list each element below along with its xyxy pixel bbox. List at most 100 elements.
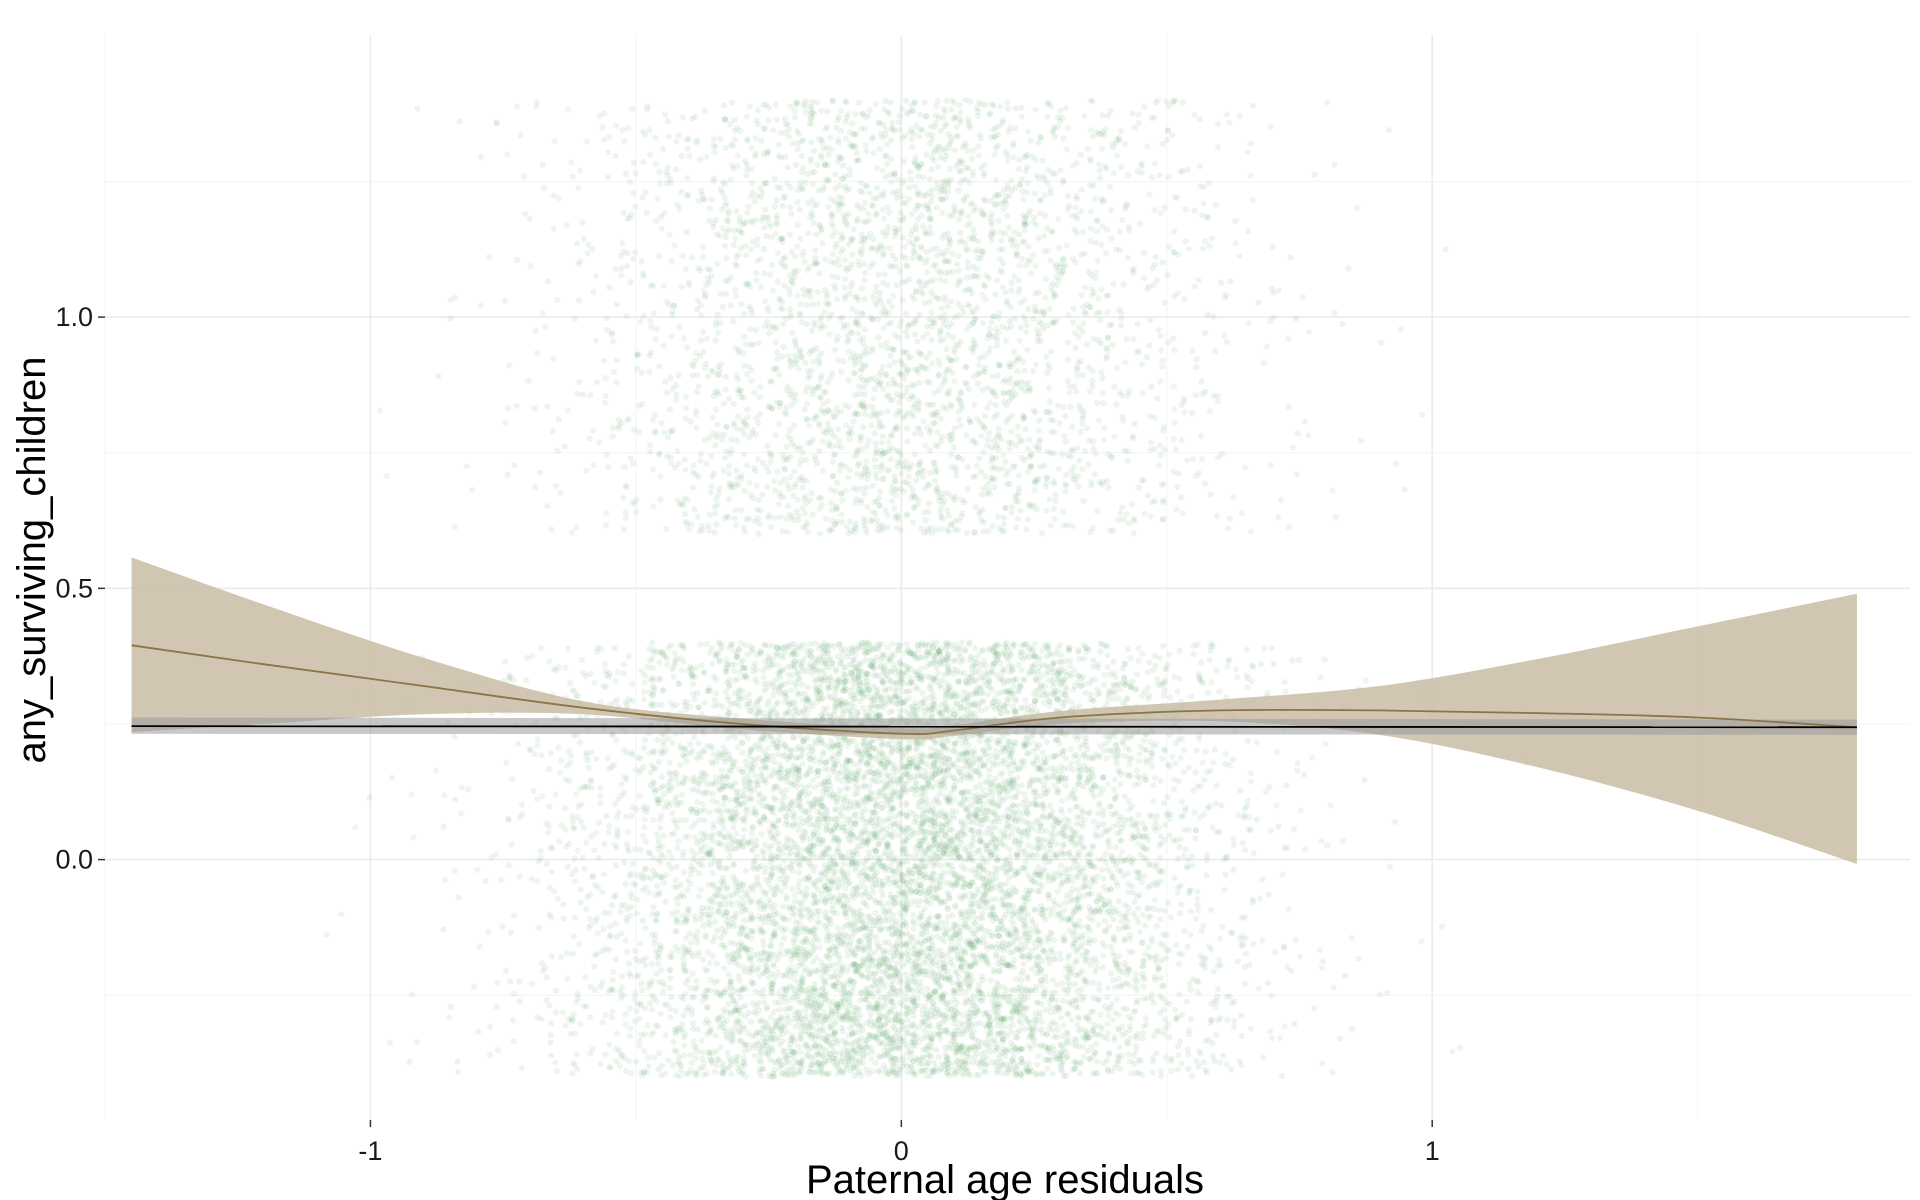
- data-point: [622, 937, 629, 944]
- data-point: [1026, 1024, 1033, 1031]
- data-point: [1268, 645, 1276, 652]
- data-point: [1068, 1016, 1075, 1024]
- data-point: [644, 1022, 651, 1029]
- data-point: [577, 739, 584, 746]
- data-point: [1145, 914, 1152, 922]
- data-point: [927, 914, 934, 921]
- data-point: [499, 923, 506, 930]
- data-point: [883, 865, 890, 872]
- data-point: [575, 803, 582, 810]
- data-point: [1010, 683, 1017, 690]
- data-point: [693, 755, 700, 762]
- data-point: [577, 1020, 584, 1027]
- data-point: [1074, 672, 1081, 679]
- data-point: [921, 887, 929, 894]
- data-point: [883, 771, 891, 779]
- data-point: [539, 793, 546, 800]
- data-point: [1327, 802, 1334, 809]
- data-point: [1206, 656, 1213, 663]
- data-point: [963, 996, 970, 1003]
- data-point: [781, 680, 788, 688]
- data-point: [1055, 1026, 1062, 1034]
- data-point: [806, 1024, 813, 1031]
- data-point: [1077, 992, 1084, 999]
- data-point: [828, 1007, 835, 1015]
- data-point: [662, 1032, 669, 1039]
- data-point: [852, 918, 859, 926]
- data-point: [1093, 898, 1100, 905]
- data-point: [1179, 951, 1186, 958]
- data-point: [825, 1054, 832, 1061]
- data-point: [1319, 958, 1327, 965]
- data-point: [1265, 891, 1272, 898]
- data-point: [741, 818, 748, 825]
- data-point: [782, 812, 790, 820]
- data-point: [965, 924, 972, 931]
- data-point: [607, 1064, 614, 1071]
- data-point: [903, 799, 910, 806]
- data-point: [642, 962, 649, 969]
- data-point: [1041, 806, 1048, 813]
- data-point: [620, 661, 627, 668]
- data-point: [744, 651, 751, 658]
- data-point: [573, 791, 580, 798]
- data-point: [1122, 682, 1129, 689]
- data-point: [606, 1041, 613, 1048]
- data-point: [989, 818, 996, 826]
- data-point: [791, 640, 798, 648]
- data-point: [967, 940, 974, 947]
- data-point: [1176, 950, 1183, 957]
- data-point: [1062, 899, 1069, 906]
- data-point: [567, 1030, 574, 1037]
- data-point: [1095, 821, 1103, 828]
- data-point: [1317, 674, 1324, 681]
- data-point: [507, 978, 514, 985]
- data-point: [701, 789, 708, 796]
- data-point: [1231, 1018, 1238, 1025]
- data-point: [1247, 778, 1254, 785]
- data-point: [730, 862, 737, 869]
- data-point: [951, 1007, 959, 1015]
- data-point: [632, 845, 639, 852]
- data-point: [733, 653, 740, 660]
- data-point: [697, 641, 704, 648]
- data-point: [562, 664, 569, 672]
- data-point: [846, 661, 854, 668]
- data-point: [777, 888, 785, 895]
- data-point: [622, 880, 629, 888]
- data-point: [787, 752, 795, 759]
- data-point: [1157, 975, 1164, 982]
- data-point: [736, 802, 743, 809]
- data-point: [518, 1064, 525, 1071]
- data-point: [852, 812, 859, 819]
- data-point: [983, 942, 990, 949]
- data-point: [1094, 873, 1101, 880]
- data-point: [1032, 944, 1040, 951]
- data-point: [1139, 650, 1146, 657]
- data-point: [1181, 927, 1188, 935]
- data-point: [628, 870, 635, 877]
- data-point: [613, 1030, 621, 1037]
- data-point: [889, 640, 896, 647]
- data-point: [1188, 1073, 1195, 1080]
- data-point: [1108, 970, 1115, 977]
- data-point: [842, 885, 849, 892]
- data-point: [553, 1068, 561, 1075]
- data-point: [827, 712, 834, 719]
- data-point: [1237, 787, 1244, 794]
- data-point: [785, 671, 792, 678]
- data-point: [1083, 755, 1090, 762]
- data-point: [737, 994, 744, 1001]
- data-point: [988, 839, 996, 846]
- data-point: [1214, 985, 1221, 993]
- data-point: [1261, 645, 1268, 652]
- data-point: [663, 655, 671, 662]
- data-point: [1076, 851, 1083, 858]
- data-point: [645, 889, 653, 896]
- data-point: [523, 677, 530, 684]
- data-point: [863, 670, 870, 678]
- data-point: [930, 692, 937, 699]
- data-point: [1123, 696, 1130, 703]
- data-point: [924, 985, 931, 993]
- data-point: [594, 644, 601, 652]
